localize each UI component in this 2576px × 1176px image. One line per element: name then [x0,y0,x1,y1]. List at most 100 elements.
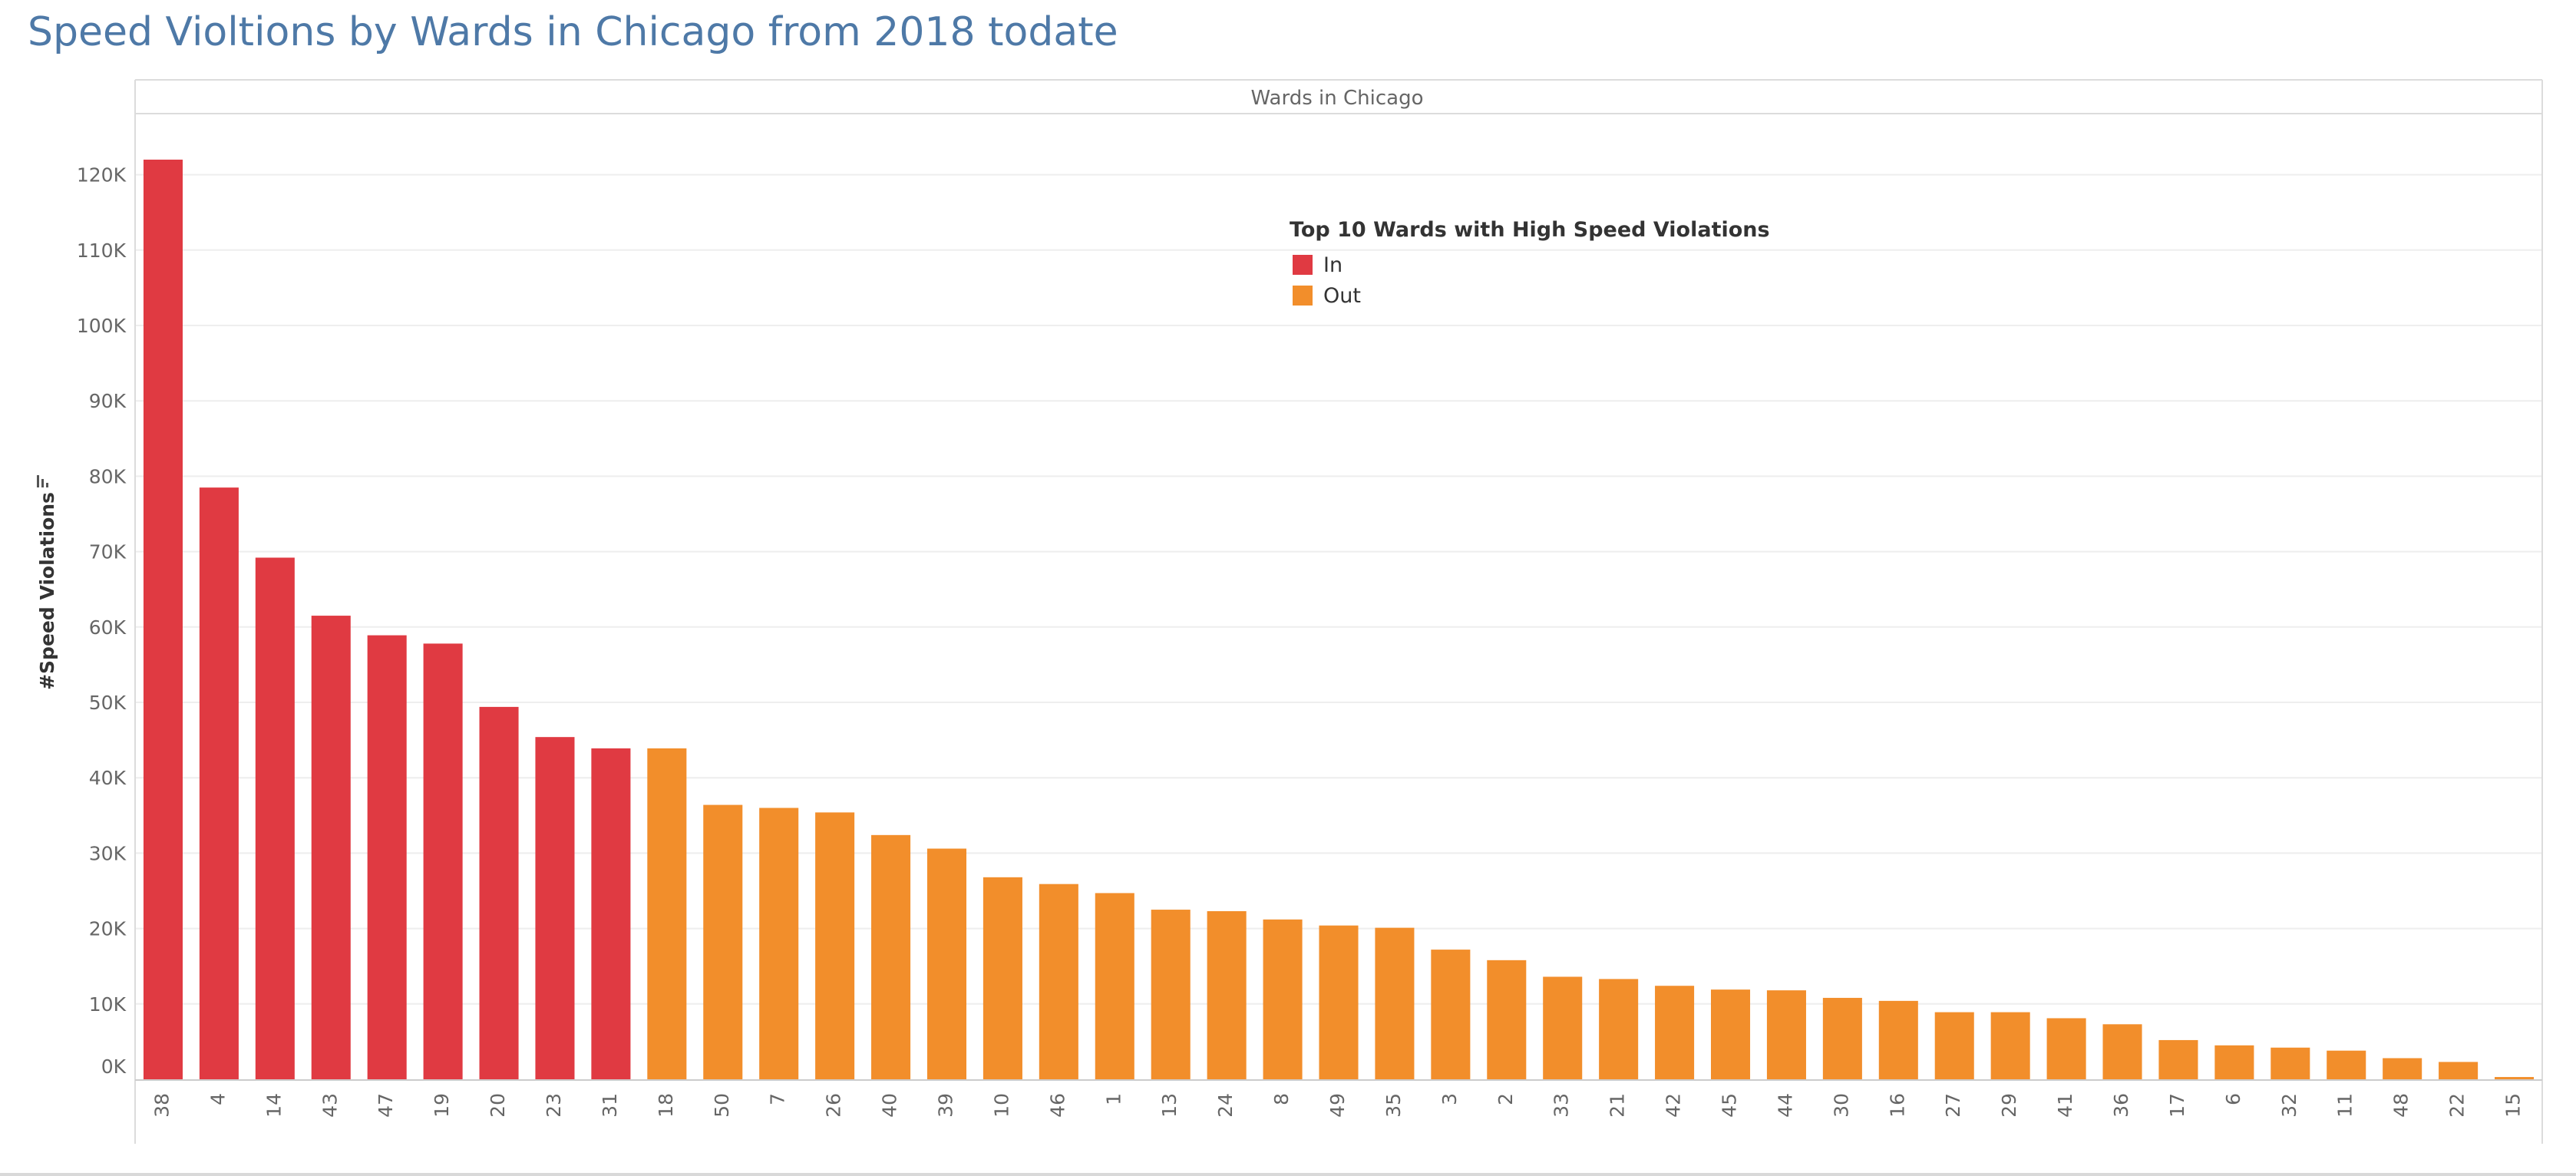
x-axis-ticks: 38 4 14 43 47 19 20 23 31 18 50 7 26 40 39 10 46 1 13 24 8 49… [150,1093,2524,1118]
bar-ward-19[interactable] [423,643,463,1079]
bar-ward-46[interactable] [1039,884,1078,1079]
legend-item-in[interactable]: In [1290,249,1770,280]
bar-ward-3[interactable] [1431,950,1471,1079]
x-tick-label: 42 [1663,1093,1685,1118]
bar-ward-31[interactable] [591,748,631,1079]
x-tick-label: 38 [150,1093,173,1118]
y-tick-label: 90K [89,390,127,412]
bar-ward-44[interactable] [1766,990,1806,1079]
x-tick-label: 30 [1830,1093,1852,1118]
x-tick-label: 40 [879,1093,901,1118]
axes [134,79,2543,1144]
bar-ward-32[interactable] [2271,1047,2310,1079]
x-tick-label: 44 [1774,1093,1796,1118]
bar-ward-8[interactable] [1263,919,1303,1079]
x-tick-label: 4 [206,1093,229,1105]
bar-ward-22[interactable] [2439,1062,2479,1079]
x-tick-label: 26 [823,1093,845,1118]
x-tick-label: 27 [1942,1093,1964,1118]
bar-ward-23[interactable] [535,737,575,1079]
bar-ward-42[interactable] [1655,986,1695,1079]
y-tick-label: 120K [77,164,127,187]
x-tick-label: 13 [1158,1093,1181,1118]
legend-title: Top 10 Wards with High Speed Violations [1290,218,1770,242]
bar-ward-39[interactable] [926,848,967,1079]
x-tick-label: 23 [543,1093,565,1118]
bar-ward-29[interactable] [1990,1012,2030,1079]
bar-ward-16[interactable] [1878,1000,1918,1079]
y-axis-title: #Speed Violations [36,475,58,690]
x-tick-label: 32 [2278,1093,2300,1118]
bar-ward-50[interactable] [703,804,743,1079]
bar-ward-11[interactable] [2327,1050,2366,1079]
bar-ward-41[interactable] [2046,1018,2086,1079]
bar-ward-14[interactable] [255,557,295,1079]
bar-ward-1[interactable] [1095,893,1134,1079]
y-tick-label: 30K [89,842,127,864]
x-tick-label: 7 [767,1093,789,1105]
x-tick-label: 24 [1214,1093,1237,1118]
bar-ward-15[interactable] [2495,1077,2535,1079]
x-tick-label: 45 [1719,1093,1741,1118]
bar-ward-30[interactable] [1822,997,1862,1079]
x-tick-label: 41 [2054,1093,2076,1118]
bar-ward-47[interactable] [367,635,407,1079]
legend: Top 10 Wards with High Speed Violations … [1290,218,1770,311]
y-tick-label: 0K [101,1055,127,1078]
sort-icon[interactable] [37,475,48,487]
x-tick-label: 33 [1551,1093,1573,1118]
bar-ward-18[interactable] [647,748,687,1079]
bar-ward-43[interactable] [311,616,351,1079]
y-axis-label: #Speed Violations [36,492,58,690]
x-tick-label: 36 [2110,1093,2132,1118]
y-tick-label: 60K [89,616,127,639]
bar-ward-7[interactable] [759,808,799,1079]
y-tick-label: 40K [89,767,127,789]
legend-label-in: In [1323,253,1343,277]
x-tick-label: 21 [1607,1093,1629,1118]
x-tick-label: 35 [1382,1093,1405,1118]
x-tick-label: 6 [2222,1093,2244,1105]
x-tick-label: 17 [2166,1093,2188,1118]
x-tick-label: 10 [990,1093,1012,1118]
bar-ward-27[interactable] [1934,1012,1974,1079]
bar-ward-21[interactable] [1599,979,1639,1079]
legend-label-out: Out [1323,283,1361,308]
x-tick-label: 20 [487,1093,509,1118]
y-tick-label: 20K [89,918,127,940]
column-header-label: Wards in Chicago [1251,87,1424,110]
bar-ward-48[interactable] [2383,1058,2422,1079]
bar-ward-6[interactable] [2214,1045,2254,1079]
x-tick-label: 8 [1270,1093,1293,1105]
bars [143,159,2535,1080]
x-tick-label: 11 [2334,1093,2356,1118]
x-tick-label: 47 [375,1093,397,1118]
bar-ward-45[interactable] [1710,989,1751,1079]
x-tick-label: 48 [2390,1093,2413,1118]
y-tick-label: 80K [89,465,127,487]
y-tick-label: 10K [89,993,127,1016]
x-tick-label: 15 [2502,1093,2525,1118]
bar-ward-24[interactable] [1207,911,1247,1079]
legend-swatch-in [1293,255,1313,275]
bar-ward-10[interactable] [983,877,1022,1079]
bar-ward-2[interactable] [1487,960,1527,1079]
x-tick-label: 1 [1102,1093,1125,1105]
y-tick-label: 110K [77,239,127,262]
bar-ward-4[interactable] [199,487,239,1079]
bar-ward-36[interactable] [2102,1024,2142,1079]
bar-ward-26[interactable] [815,812,855,1079]
legend-item-out[interactable]: Out [1290,280,1770,311]
bar-ward-33[interactable] [1543,976,1583,1079]
bar-ward-35[interactable] [1375,927,1415,1079]
bar-ward-40[interactable] [871,834,911,1079]
chart-title: Speed Violtions by Wards in Chicago from… [28,9,1118,55]
bar-ward-49[interactable] [1319,925,1359,1079]
bar-ward-17[interactable] [2158,1039,2198,1079]
bar-ward-13[interactable] [1151,910,1191,1079]
bar-ward-20[interactable] [479,706,519,1079]
x-tick-label: 46 [1046,1093,1068,1118]
x-tick-label: 43 [319,1093,341,1118]
bar-ward-38[interactable] [143,159,183,1080]
